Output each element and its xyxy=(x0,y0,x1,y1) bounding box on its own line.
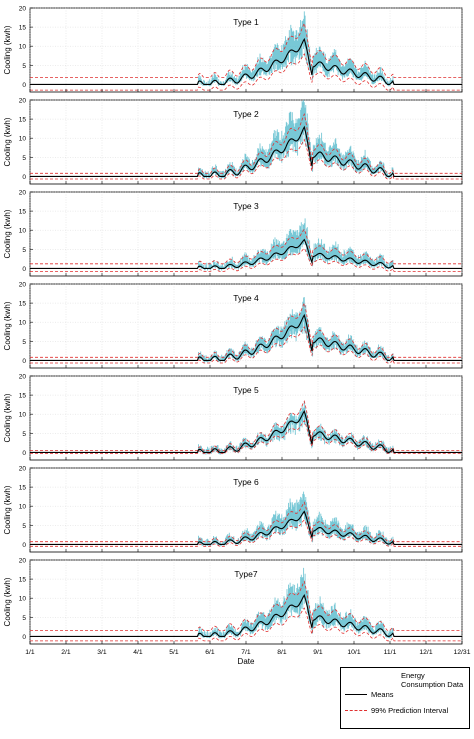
y-tick-label: 5 xyxy=(22,431,26,438)
y-tick-label: 10 xyxy=(19,136,27,143)
interval-upper-4 xyxy=(30,301,462,358)
panel-title-4: Type 4 xyxy=(233,293,259,303)
y-tick-label: 15 xyxy=(19,393,27,400)
y-tick-label: 0 xyxy=(22,266,26,273)
legend-item-means: Means xyxy=(345,690,394,699)
y-tick-label: 5 xyxy=(22,615,26,622)
x-tick-label: 6/1 xyxy=(205,649,215,656)
y-tick-label: 5 xyxy=(22,63,26,70)
interval-upper-5 xyxy=(30,400,462,451)
x-tick-label: 2/1 xyxy=(61,649,71,656)
interval-lower-2 xyxy=(30,138,462,180)
y-axis-label-2: Cooling (kwh) xyxy=(3,117,12,166)
panel-title-2: Type 2 xyxy=(233,109,259,119)
y-tick-label: 15 xyxy=(19,485,27,492)
y-tick-label: 10 xyxy=(19,596,27,603)
interval-upper-7 xyxy=(30,580,462,632)
x-tick-label: 8/1 xyxy=(277,649,287,656)
interval-upper-1 xyxy=(30,22,462,78)
panel-title-1: Type 1 xyxy=(233,17,259,27)
interval-lower-7 xyxy=(30,607,462,642)
interval-upper-3 xyxy=(30,228,462,265)
panel-title-6: Type 6 xyxy=(233,477,259,487)
y-tick-label: 5 xyxy=(22,523,26,530)
y-axis-label-3: Cooling (kwh) xyxy=(3,209,12,258)
y-axis-label-1: Cooling (kwh) xyxy=(3,25,12,74)
y-tick-label: 5 xyxy=(22,247,26,254)
mean-line-2 xyxy=(30,125,462,177)
legend-swatch-means xyxy=(345,694,367,695)
interval-upper-2 xyxy=(30,112,462,174)
interval-lower-6 xyxy=(30,519,462,547)
y-tick-label: 5 xyxy=(22,155,26,162)
panel-title-5: Type 5 xyxy=(233,385,259,395)
panel-title-7: Type7 xyxy=(234,569,257,579)
mean-line-5 xyxy=(30,410,462,453)
x-tick-label: 10/1 xyxy=(347,649,360,656)
interval-lower-5 xyxy=(30,419,462,454)
x-tick-label: 3/1 xyxy=(97,649,107,656)
y-tick-label: 15 xyxy=(19,209,27,216)
y-tick-label: 15 xyxy=(19,301,27,308)
y-tick-label: 20 xyxy=(19,190,27,197)
legend: Energy Consumption Data Means 99% Predic… xyxy=(340,667,470,729)
x-tick-label: 12/1 xyxy=(419,649,432,656)
y-tick-label: 10 xyxy=(19,412,27,419)
y-axis-label-4: Cooling (kwh) xyxy=(3,301,12,350)
y-tick-label: 20 xyxy=(19,6,27,13)
y-axis-label-5: Cooling (kwh) xyxy=(3,393,12,442)
x-tick-label: 9/1 xyxy=(313,649,323,656)
legend-swatch-interval xyxy=(345,710,367,711)
y-tick-label: 0 xyxy=(22,450,26,457)
legend-item-interval: 99% Prediction Interval xyxy=(345,706,448,715)
y-tick-label: 0 xyxy=(22,82,26,89)
y-tick-label: 20 xyxy=(19,98,27,105)
mean-line-4 xyxy=(30,313,462,361)
x-tick-label: 12/31 xyxy=(453,649,470,656)
y-tick-label: 20 xyxy=(19,374,27,381)
y-tick-label: 0 xyxy=(22,634,26,641)
y-tick-label: 15 xyxy=(19,577,27,584)
y-tick-label: 0 xyxy=(22,358,26,365)
y-tick-label: 10 xyxy=(19,44,27,51)
y-tick-label: 0 xyxy=(22,542,26,549)
legend-title: Energy Consumption Data xyxy=(401,671,464,689)
y-tick-label: 15 xyxy=(19,25,27,32)
legend-label-interval: 99% Prediction Interval xyxy=(371,706,449,715)
y-tick-label: 5 xyxy=(22,339,26,346)
x-axis-label: Date xyxy=(238,657,255,666)
interval-upper-6 xyxy=(30,501,462,543)
y-tick-label: 10 xyxy=(19,504,27,511)
y-tick-label: 0 xyxy=(22,174,26,181)
mean-line-3 xyxy=(30,238,462,269)
legend-label-means: Means xyxy=(371,690,394,699)
y-tick-label: 10 xyxy=(19,320,27,327)
y-axis-label-7: Cooling (kwh) xyxy=(3,577,12,626)
panel-title-3: Type 3 xyxy=(233,201,259,211)
mean-line-1 xyxy=(30,37,462,85)
y-axis-label-6: Cooling (kwh) xyxy=(3,485,12,534)
x-tick-label: 4/1 xyxy=(133,649,143,656)
x-tick-label: 1/1 xyxy=(25,649,35,656)
mean-line-7 xyxy=(30,594,462,637)
y-tick-label: 20 xyxy=(19,558,27,565)
x-tick-label: 5/1 xyxy=(169,649,179,656)
y-tick-label: 20 xyxy=(19,466,27,473)
x-tick-label: 11/1 xyxy=(384,649,397,656)
y-tick-label: 10 xyxy=(19,228,27,235)
interval-lower-4 xyxy=(30,326,462,364)
interval-lower-3 xyxy=(30,247,462,272)
x-tick-label: 7/1 xyxy=(241,649,251,656)
y-tick-label: 15 xyxy=(19,117,27,124)
y-tick-label: 20 xyxy=(19,282,27,289)
mean-line-6 xyxy=(30,510,462,545)
